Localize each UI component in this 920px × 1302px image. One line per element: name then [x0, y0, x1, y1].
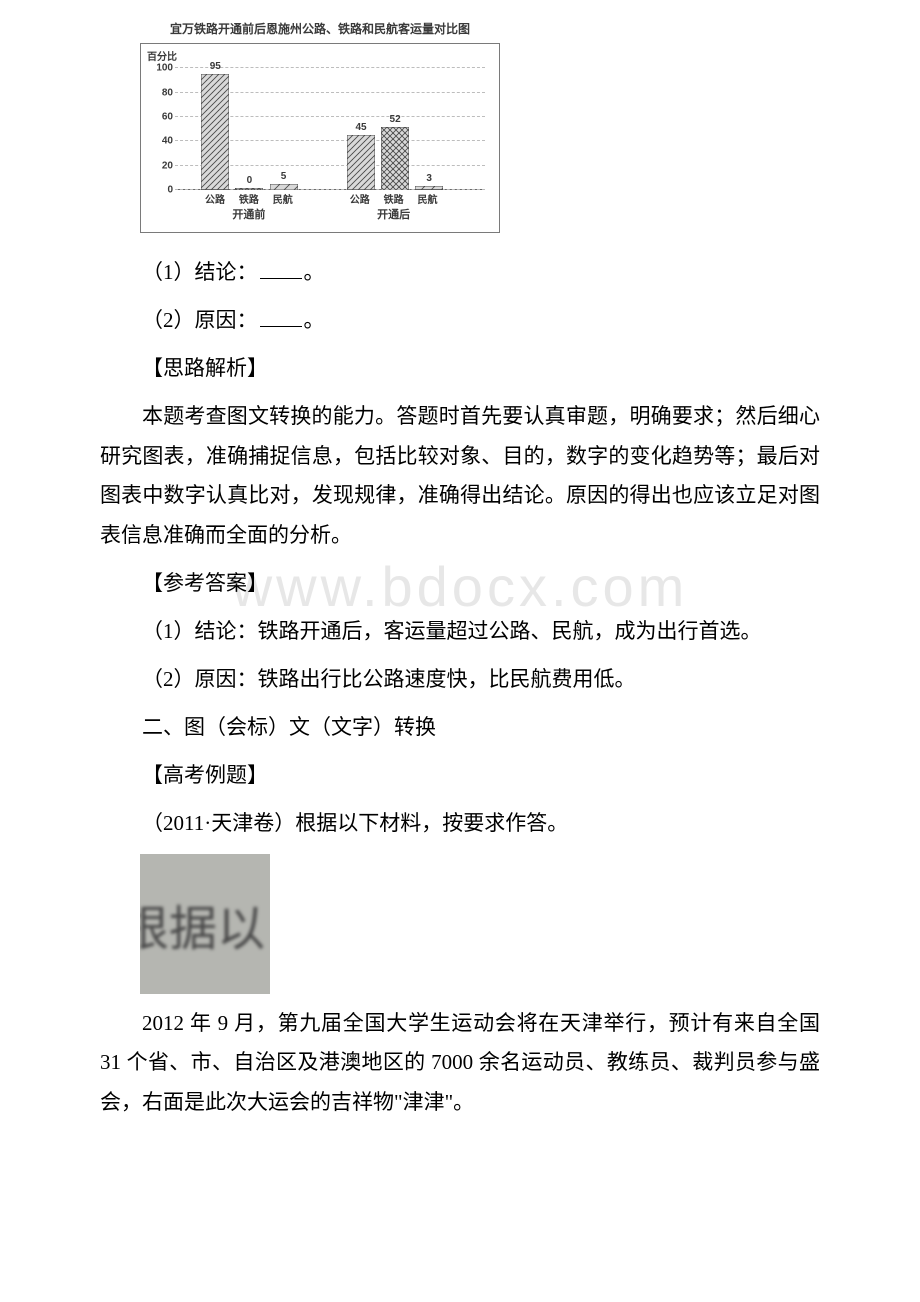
bar-after-rail	[381, 127, 409, 190]
chart-y-tick: 20	[151, 160, 173, 171]
example-source: （2011·天津卷）根据以下材料，按要求作答。	[100, 804, 820, 844]
chart-gridline	[175, 67, 485, 68]
xlabel-before-air: 民航	[273, 191, 293, 206]
bar-before-rail-label: 0	[247, 175, 253, 186]
chart-y-tick: 80	[151, 87, 173, 98]
bar-after-rail-label: 52	[390, 114, 401, 125]
chart-plot-area: 百分比 950545523 020406080100公路铁路民航公路铁路民航开通…	[145, 48, 491, 228]
chart-y-tick: 100	[151, 63, 173, 74]
question-1-label: （1）结论：	[142, 260, 258, 284]
question-1: （1）结论： 。	[100, 253, 820, 293]
xlabel-before-road: 公路	[205, 191, 225, 206]
question-2-suffix: 。	[304, 308, 325, 332]
chart-title: 宜万铁路开通前后恩施州公路、铁路和民航客运量对比图	[140, 20, 500, 37]
chart-y-axis-label: 百分比	[147, 48, 177, 63]
heading-answer: 【参考答案】	[100, 564, 820, 604]
answer-1: （1）结论：铁路开通后，客运量超过公路、民航，成为出行首选。	[100, 612, 820, 652]
bar-before-rail	[235, 188, 263, 190]
chart-y-tick: 60	[151, 111, 173, 122]
question-2: （2）原因： 。	[100, 301, 820, 341]
chart-y-tick: 40	[151, 136, 173, 147]
group-label-before: 开通前	[232, 206, 265, 222]
chart-y-tick: 0	[151, 185, 173, 196]
bar-before-road-label: 95	[210, 61, 221, 72]
xlabel-before-rail: 铁路	[239, 191, 259, 206]
question-2-blank	[260, 308, 302, 327]
xlabel-after-rail: 铁路	[384, 191, 404, 206]
group-label-after: 开通后	[377, 206, 410, 222]
bar-before-air	[270, 184, 298, 190]
chart-frame: 百分比 950545523 020406080100公路铁路民航公路铁路民航开通…	[140, 43, 500, 233]
passenger-ratio-chart: 宜万铁路开通前后恩施州公路、铁路和民航客运量对比图 百分比 950545523 …	[140, 20, 500, 233]
bar-after-road-label: 45	[355, 122, 366, 133]
bar-after-air-label: 3	[426, 173, 432, 184]
mascot-thumbnail: 根据以	[140, 854, 270, 994]
bar-before-road	[201, 74, 229, 190]
section-2-heading: 二、图（会标）文（文字）转换	[100, 708, 820, 748]
chart-plot: 95 0 5 45 52 3	[175, 56, 485, 190]
bar-after-air	[415, 186, 443, 190]
bar-before-air-label: 5	[281, 171, 287, 182]
mascot-thumbnail-text: 根据以	[140, 889, 265, 959]
xlabel-after-road: 公路	[350, 191, 370, 206]
answer-2: （2）原因：铁路出行比公路速度快，比民航费用低。	[100, 660, 820, 700]
question-1-suffix: 。	[304, 260, 325, 284]
heading-example: 【高考例题】	[100, 756, 820, 796]
heading-analysis: 【思路解析】	[100, 349, 820, 389]
question-1-blank	[260, 260, 302, 279]
question-2-label: （2）原因：	[142, 308, 258, 332]
analysis-body: 本题考查图文转换的能力。答题时首先要认真审题，明确要求；然后细心研究图表，准确捕…	[100, 397, 820, 557]
closing-paragraph: 2012 年 9 月，第九届全国大学生运动会将在天津举行，预计有来自全国 31 …	[100, 1004, 820, 1124]
xlabel-after-air: 民航	[418, 191, 438, 206]
bar-after-road	[347, 135, 375, 190]
